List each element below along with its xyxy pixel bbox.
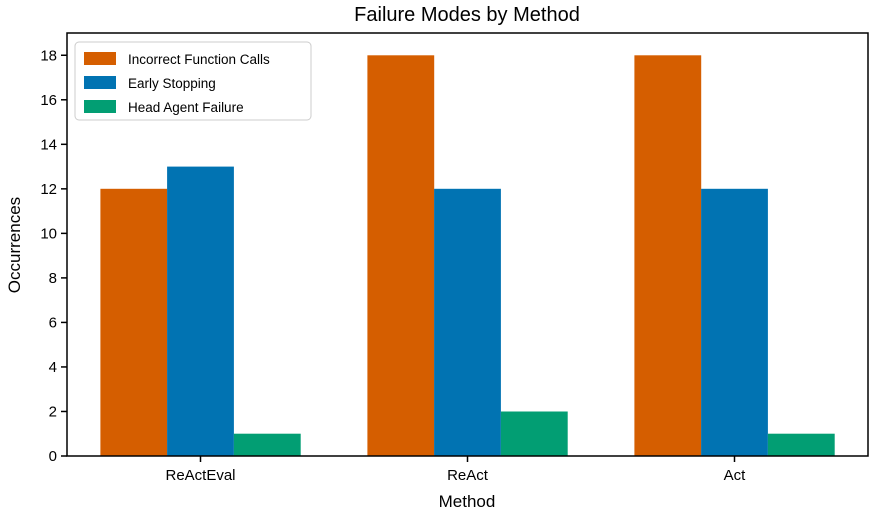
y-tick-label: 18 bbox=[40, 47, 57, 64]
x-tick-label: Act bbox=[724, 467, 747, 484]
y-tick-label: 12 bbox=[40, 181, 57, 198]
bar-ReActEval-series0 bbox=[100, 188, 168, 457]
chart-title: Failure Modes by Method bbox=[354, 4, 580, 26]
y-tick-label: 10 bbox=[40, 225, 57, 242]
bar-Act-series1 bbox=[701, 188, 768, 457]
bar-Act-series2 bbox=[767, 433, 835, 456]
bar-ReAct-series2 bbox=[500, 411, 568, 456]
x-axis-label: Method bbox=[439, 492, 496, 511]
y-tick-label: 8 bbox=[49, 270, 57, 287]
bar-ReAct-series0 bbox=[367, 55, 435, 457]
legend-item-label: Head Agent Failure bbox=[128, 100, 244, 115]
x-tick-label: ReAct bbox=[447, 467, 489, 484]
legend-item-label: Early Stopping bbox=[128, 76, 216, 91]
y-tick-label: 0 bbox=[49, 448, 57, 465]
y-tick-label: 2 bbox=[49, 403, 57, 420]
y-axis-label: Occurrences bbox=[5, 197, 24, 293]
x-tick-label: ReActEval bbox=[165, 467, 235, 484]
axes-layer: 0 2 4 6 8 10 12 14 16 18 ReActEval ReAct Act bbox=[40, 32, 869, 484]
legend-box bbox=[74, 41, 312, 121]
bars-layer bbox=[100, 55, 835, 457]
legend-swatch bbox=[84, 76, 116, 89]
legend-item-label: Incorrect Function Calls bbox=[128, 52, 270, 67]
legend-swatch bbox=[84, 100, 116, 113]
bar-Act-series0 bbox=[634, 55, 702, 457]
legend: Incorrect Function Calls Early Stopping He… bbox=[74, 41, 312, 121]
bar-ReActEval-series2 bbox=[233, 433, 301, 456]
y-tick-label: 16 bbox=[40, 92, 57, 109]
y-tick-label: 14 bbox=[40, 136, 57, 153]
bar-ReAct-series1 bbox=[434, 188, 501, 457]
legend-swatch bbox=[84, 52, 116, 65]
y-tick-label: 4 bbox=[49, 359, 57, 376]
bar-ReActEval-series1 bbox=[167, 166, 234, 456]
y-tick-label: 6 bbox=[49, 314, 57, 331]
